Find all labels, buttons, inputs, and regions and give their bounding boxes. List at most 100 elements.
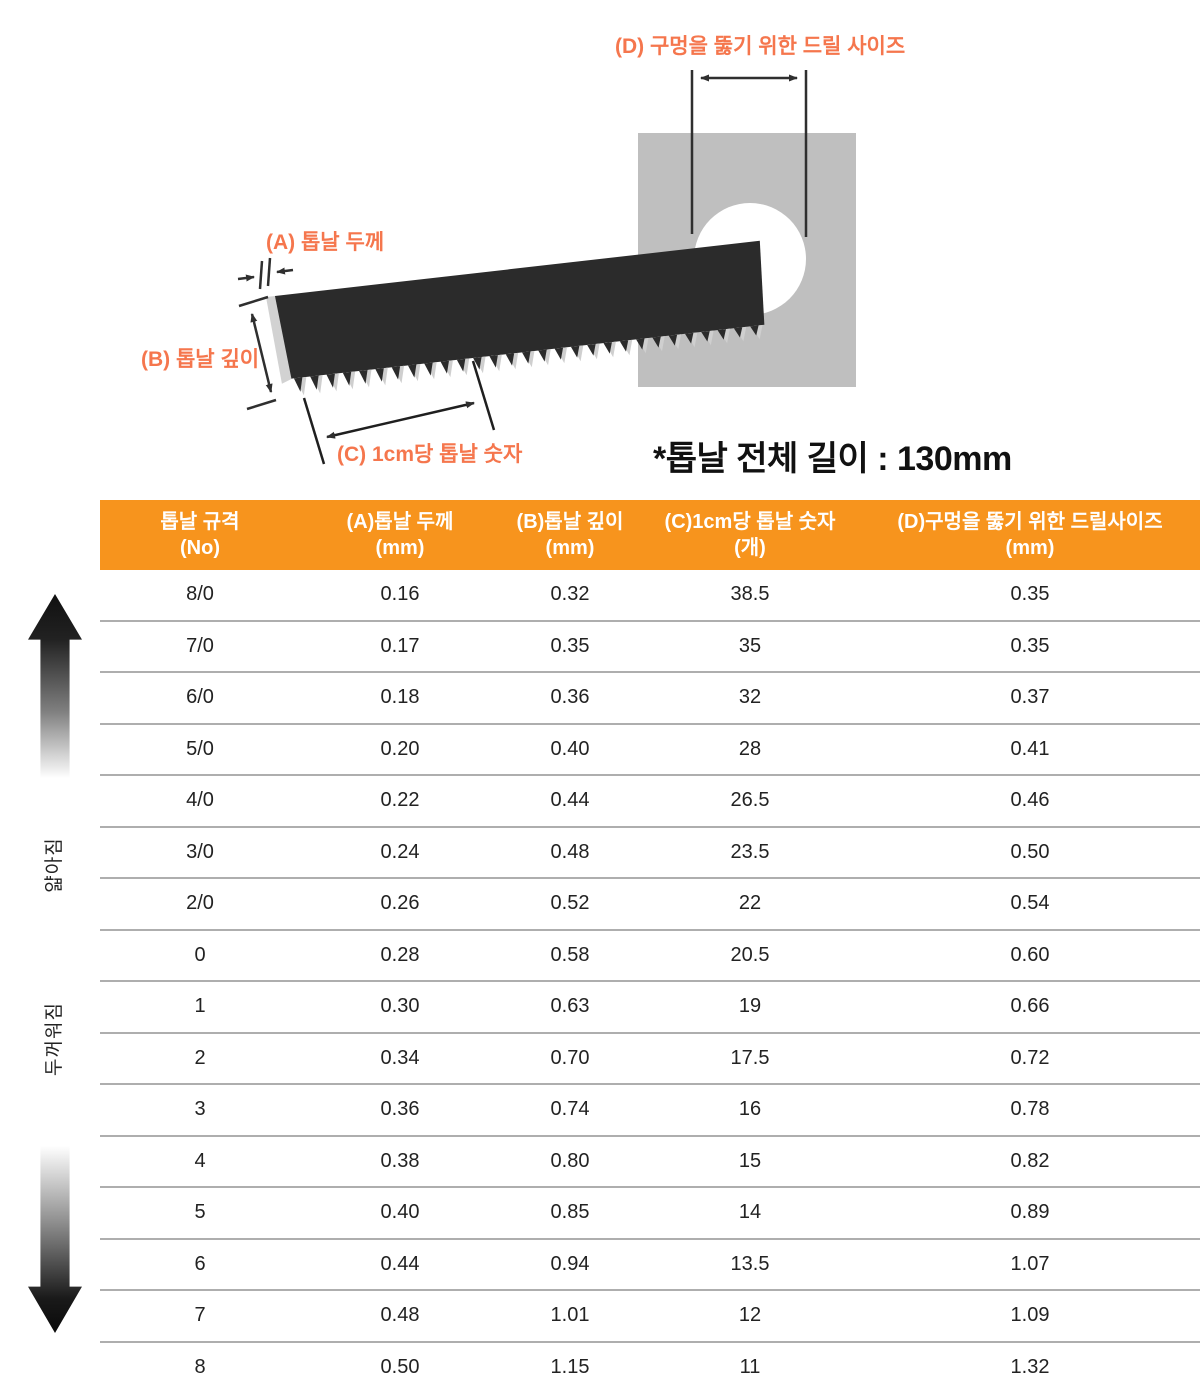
dim-d-arrow: [690, 70, 808, 237]
cell: 0.37: [1010, 686, 1050, 709]
cell: 0.78: [1010, 1098, 1050, 1121]
table-row: 6/0 0.18 0.36 32 0.37: [100, 673, 1200, 725]
table-row: 0 0.28 0.58 20.5 0.60: [100, 931, 1200, 982]
thicker-label: 두꺼워짐: [43, 1002, 65, 1076]
cell: 1.15: [550, 1355, 590, 1373]
table-row: 1 0.30 0.63 19 0.66: [100, 982, 1200, 1034]
cell: 3: [194, 1098, 206, 1121]
cell: 0.28: [380, 943, 420, 966]
blade-body: [274, 240, 765, 379]
cell: 1.32: [1010, 1355, 1050, 1373]
label-blade-thickness: (A) 톱날 두께: [266, 231, 385, 254]
table-row: 3/0 0.24 0.48 23.5 0.50: [100, 828, 1200, 879]
cell: 0.89: [1010, 1201, 1050, 1224]
cell: 0.35: [550, 634, 590, 657]
column-header: (C)1cm당 톱날 숫자 (개): [664, 511, 836, 559]
cell: 0.16: [380, 583, 420, 606]
cell: 0.44: [550, 789, 590, 812]
cell: 0.22: [380, 789, 420, 812]
cell: 0.58: [550, 943, 590, 966]
cell: 8: [194, 1355, 206, 1373]
blade-teeth: [293, 324, 763, 396]
cell: 0.34: [380, 1046, 420, 1069]
table-row: 8 0.50 1.15 11 1.32: [100, 1343, 1200, 1373]
cell: 5: [194, 1201, 206, 1224]
cell: 1.09: [1010, 1304, 1050, 1327]
cell: 20.5: [730, 943, 770, 966]
cell: 0.36: [550, 686, 590, 709]
column-header: 톱날 규격 (No): [160, 511, 240, 559]
cell: 15: [738, 1149, 762, 1172]
cell: 12: [738, 1304, 762, 1327]
cell: 38.5: [730, 583, 770, 606]
table-row: 2 0.34 0.70 17.5 0.72: [100, 1034, 1200, 1085]
cell: 8/0: [186, 583, 214, 606]
cell: 0.50: [1010, 840, 1050, 863]
table-row: 7 0.48 1.01 12 1.09: [100, 1291, 1200, 1343]
cell: 0.48: [550, 840, 590, 863]
cell: 0.35: [1010, 583, 1050, 606]
table-row: 3 0.36 0.74 16 0.78: [100, 1085, 1200, 1137]
total-length-note: *톱날 전체 길이 : 130mm: [653, 440, 1012, 478]
cell: 6: [194, 1252, 206, 1275]
cell: 0.44: [380, 1252, 420, 1275]
cell: 5/0: [186, 737, 214, 760]
cell: 22: [738, 892, 762, 915]
cell: 0.36: [380, 1098, 420, 1121]
cell: 0.26: [380, 892, 420, 915]
cell: 0.48: [380, 1304, 420, 1327]
cell: 32: [738, 686, 762, 709]
table-row: 5 0.40 0.85 14 0.89: [100, 1188, 1200, 1240]
spec-table: 톱날 규격 (No) (A)톱날 두께 (mm) (B)톱날 깊이 (mm) (C)1cm당…: [100, 500, 1200, 1373]
cell: 0.41: [1010, 737, 1050, 760]
thicker-direction-arrow-icon: [28, 1140, 82, 1333]
cell: 7: [194, 1304, 206, 1327]
cell: 0.24: [380, 840, 420, 863]
table-row: 7/0 0.17 0.35 35 0.35: [100, 622, 1200, 673]
cell: 6/0: [186, 686, 214, 709]
cell: 0.94: [550, 1252, 590, 1275]
table-row: 5/0 0.20 0.40 28 0.41: [100, 725, 1200, 776]
thinner-direction-arrow-icon: [28, 594, 82, 784]
cell: 0: [194, 943, 206, 966]
cell: 28: [738, 737, 762, 760]
cell: 0.17: [380, 634, 420, 657]
blade-back-highlight: [266, 295, 293, 384]
cell: 3/0: [186, 840, 214, 863]
cell: 0.38: [380, 1149, 420, 1172]
cell: 0.30: [380, 995, 420, 1018]
cell: 0.46: [1010, 789, 1050, 812]
cell: 0.85: [550, 1201, 590, 1224]
cell: 19: [738, 995, 762, 1018]
label-blade-depth: (B) 톱날 깊이: [141, 348, 260, 371]
cell: 0.82: [1010, 1149, 1050, 1172]
table-body: 8/0 0.16 0.32 38.5 0.35 7/0 0.17 0.35 3 5 0.35 6/0 0…: [100, 570, 1200, 1373]
cell: 7/0: [186, 634, 214, 657]
cell: 16: [738, 1098, 762, 1121]
cell: 0.18: [380, 686, 420, 709]
column-header: (A)톱날 두께 (mm): [346, 511, 454, 559]
cell: 0.54: [1010, 892, 1050, 915]
cell: 0.32: [550, 583, 590, 606]
cell: 0.60: [1010, 943, 1050, 966]
thinner-label: 얇아짐: [43, 837, 65, 893]
cell: 0.63: [550, 995, 590, 1018]
cell: 0.66: [1010, 995, 1050, 1018]
column-header: (D)구멍을 뚫기 위한 드릴사이즈 (mm): [897, 511, 1163, 559]
cell: 14: [738, 1201, 762, 1224]
cell: 0.70: [550, 1046, 590, 1069]
cell: 26.5: [730, 789, 770, 812]
label-teeth-per-cm: (C) 1cm당 톱날 숫자: [337, 443, 523, 466]
table-row: 2/0 0.26 0.52 22 0.54: [100, 879, 1200, 931]
cell: 2/0: [186, 892, 214, 915]
table-row: 6 0.44 0.94 13.5 1.07: [100, 1240, 1200, 1291]
cell: 0.40: [550, 737, 590, 760]
dim-b-arrow: [238, 295, 277, 411]
cell: 0.35: [1010, 634, 1050, 657]
cell: 0.20: [380, 737, 420, 760]
cell: 11: [739, 1355, 761, 1373]
cell: 0.40: [380, 1201, 420, 1224]
column-header: (B)톱날 깊이 (mm): [516, 511, 624, 559]
cell: 1.07: [1010, 1252, 1050, 1275]
